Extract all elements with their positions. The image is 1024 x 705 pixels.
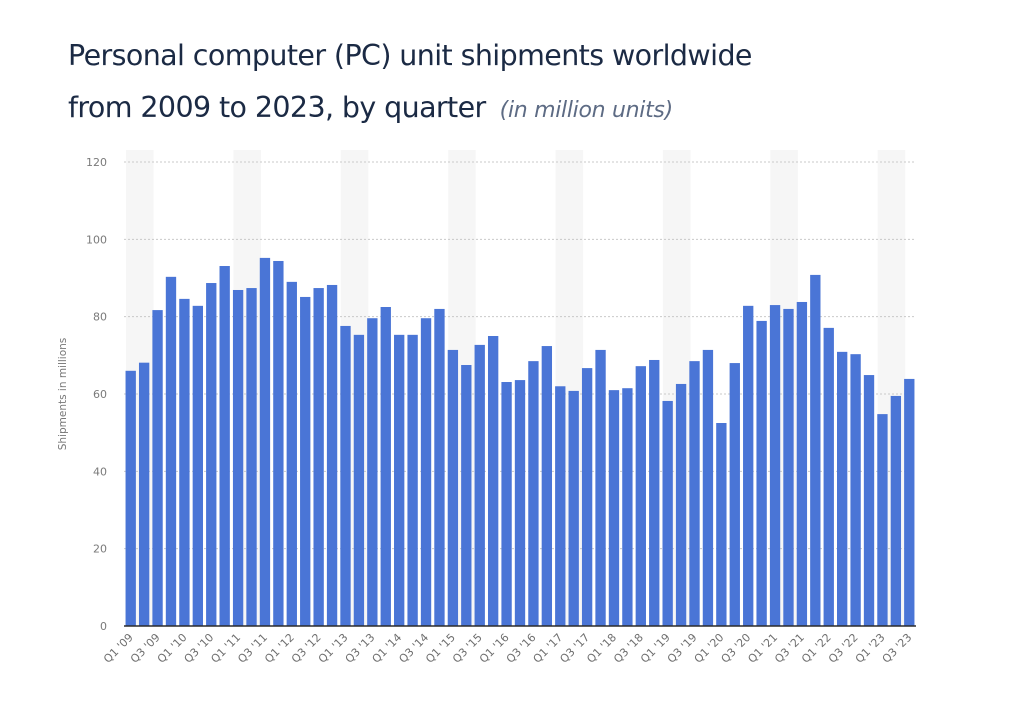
bar [192,305,203,626]
bar [769,305,781,626]
bar [796,301,808,626]
bar [206,283,217,626]
y-tick-label: 40 [93,465,107,478]
y-tick-label: 0 [100,620,107,633]
y-axis-title: Shipments in millions [57,338,69,451]
bar [313,288,324,626]
bar [514,380,526,626]
bar [501,382,512,626]
bar [286,281,297,626]
bar [152,310,163,626]
bars [125,257,915,626]
bar [125,370,136,626]
bar [595,349,606,626]
bar [300,296,311,626]
chart-title-line1: Personal computer (PC) unit shipments wo… [68,39,752,72]
bar [810,274,821,626]
chart-title-line2-text: from 2009 to 2023, by quarter [68,91,486,124]
bar [367,318,378,626]
bar [420,318,432,626]
y-tick-label: 120 [86,156,107,169]
x-tick-label: Q3 '23 [880,631,915,666]
bar [850,354,861,626]
bar [581,368,593,626]
bar [380,307,391,626]
bar [635,366,646,626]
bar [394,334,405,626]
bar [568,390,579,626]
bar [756,320,767,626]
bar [823,327,834,626]
chart-unit-note: (in million units) [499,98,673,123]
bar [608,390,620,626]
bar [528,361,539,626]
bar [675,383,687,626]
bar [904,378,915,626]
bar [649,359,660,626]
bar [716,423,727,626]
y-tick-label: 80 [93,311,107,324]
bar [487,336,499,626]
y-axis-ticks: 0 20 40 60 80 100 120 [86,156,107,633]
bar [541,346,553,626]
bar [837,351,848,626]
bar [273,260,284,626]
bar [138,362,150,626]
bar [662,400,673,626]
bar [877,414,888,626]
bar [407,334,418,626]
bar [622,388,633,626]
y-tick-label: 20 [93,543,107,556]
bar [689,361,700,626]
bar [165,276,177,626]
bar [219,266,230,626]
y-tick-label: 60 [93,388,107,401]
bar [353,334,365,626]
bar [729,363,740,626]
bar [461,365,472,626]
chart-title-line2: from 2009 to 2023, by quarter (in million… [68,82,752,137]
chart-title: Personal computer (PC) unit shipments wo… [68,30,752,137]
bar [326,284,338,626]
bar [340,325,351,626]
bar [434,308,445,626]
bar [555,386,566,626]
bar [863,375,875,626]
bar [890,395,902,626]
bar [232,289,244,626]
bar [474,344,485,626]
bar [246,288,257,626]
bar [783,308,794,626]
bar [702,349,714,626]
bar [259,257,271,626]
y-tick-label: 100 [86,233,107,246]
bar [179,298,190,626]
bar [447,349,459,626]
bar [743,305,754,626]
